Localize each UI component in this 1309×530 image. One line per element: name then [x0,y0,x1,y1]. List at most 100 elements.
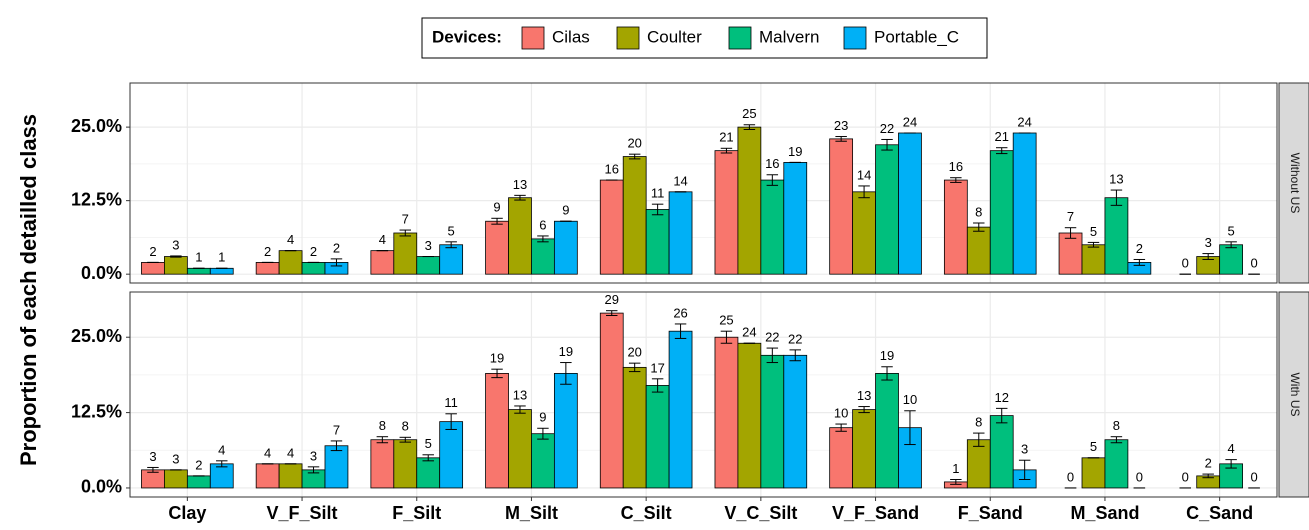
data-label: 5 [1090,439,1097,454]
error-bar [514,194,526,201]
data-label: 14 [673,173,687,188]
data-label: 22 [788,331,802,346]
bar [1058,232,1083,275]
error-bar [445,413,457,430]
data-label: 2 [149,244,156,259]
data-label: 2 [1136,241,1143,256]
bar [370,250,395,275]
error-bar [537,235,549,243]
error-bar [789,349,801,362]
data-label: 11 [444,395,458,410]
data-label: 3 [310,448,317,463]
bar [783,162,808,275]
data-label: 22 [880,121,894,136]
strip-label: Without US [1288,153,1302,214]
error-bar [330,440,343,452]
bar [875,144,899,275]
bar [508,197,532,275]
bar [599,312,624,489]
data-label: 2 [333,240,340,255]
data-label: 0 [1182,256,1189,271]
data-label: 25 [719,313,733,328]
x-tick-label: V_F_Silt [267,503,338,523]
bar [164,469,188,489]
data-label: 16 [765,156,779,171]
data-label: 5 [425,436,432,451]
data-label: 16 [605,161,619,176]
error-bar [1225,459,1237,469]
error-bar [858,406,870,414]
data-label: 4 [287,232,294,247]
error-bar [399,436,412,443]
data-label: 14 [857,167,871,182]
bar [1081,244,1106,275]
data-label: 9 [539,410,546,425]
data-label: 7 [333,422,340,437]
data-label: 19 [788,144,802,159]
error-bar [835,136,847,142]
bar [553,372,578,489]
data-label: 9 [562,203,569,218]
legend-swatch [616,26,640,50]
data-label: 3 [1021,442,1028,457]
panel-border [129,82,1278,284]
bar [324,445,349,489]
bar [599,179,624,275]
bar [852,191,876,275]
error-bar [491,368,503,379]
legend-label: Coulter [647,27,702,46]
data-label: 6 [539,217,546,232]
data-label: 4 [264,445,271,460]
bar [760,179,785,275]
data-label: 0 [1182,469,1189,484]
data-label: 7 [1067,209,1074,224]
data-label: 2 [195,457,202,472]
error-bar [628,362,641,373]
error-bar [491,217,503,225]
bar [393,439,418,489]
y-tick-label: 25.0% [71,116,122,136]
data-label: 13 [857,388,871,403]
bar [485,220,509,275]
bar [531,433,555,489]
data-label: 4 [1228,441,1235,456]
bar [255,262,280,275]
error-bar [1018,459,1031,481]
error-bar [1110,436,1123,444]
bar [301,262,326,275]
data-label: 19 [559,344,573,359]
bar [989,415,1014,489]
data-label: 2 [310,244,317,259]
error-bar [950,479,962,485]
error-bar [881,366,893,381]
y-tick-label: 25.0% [71,326,122,346]
error-bar [307,466,320,474]
x-tick-label: C_Silt [621,503,672,523]
data-label: 11 [651,186,665,201]
error-bar [399,229,412,237]
data-label: 3 [172,451,179,466]
bar [1081,457,1106,489]
error-bar [628,153,641,160]
bar [668,191,693,275]
legend-box [421,17,988,59]
error-bar [514,405,526,414]
bar [943,179,968,275]
data-label: 4 [379,232,386,247]
bar [278,463,303,489]
x-tick-label: F_Sand [958,503,1023,523]
error-bar [835,423,847,432]
legend-title: Devices: [432,27,502,46]
error-bar [973,222,985,232]
error-bar [560,362,572,385]
y-tick-label: 0.0% [81,263,122,283]
bar [875,372,899,489]
data-label: 0 [1136,469,1143,484]
strip-label: With US [1288,372,1302,416]
bar [829,138,854,275]
data-label: 24 [742,325,756,340]
data-label: 4 [287,445,294,460]
data-label: 0 [1067,469,1074,484]
data-label: 22 [765,330,779,345]
bar [186,475,211,489]
